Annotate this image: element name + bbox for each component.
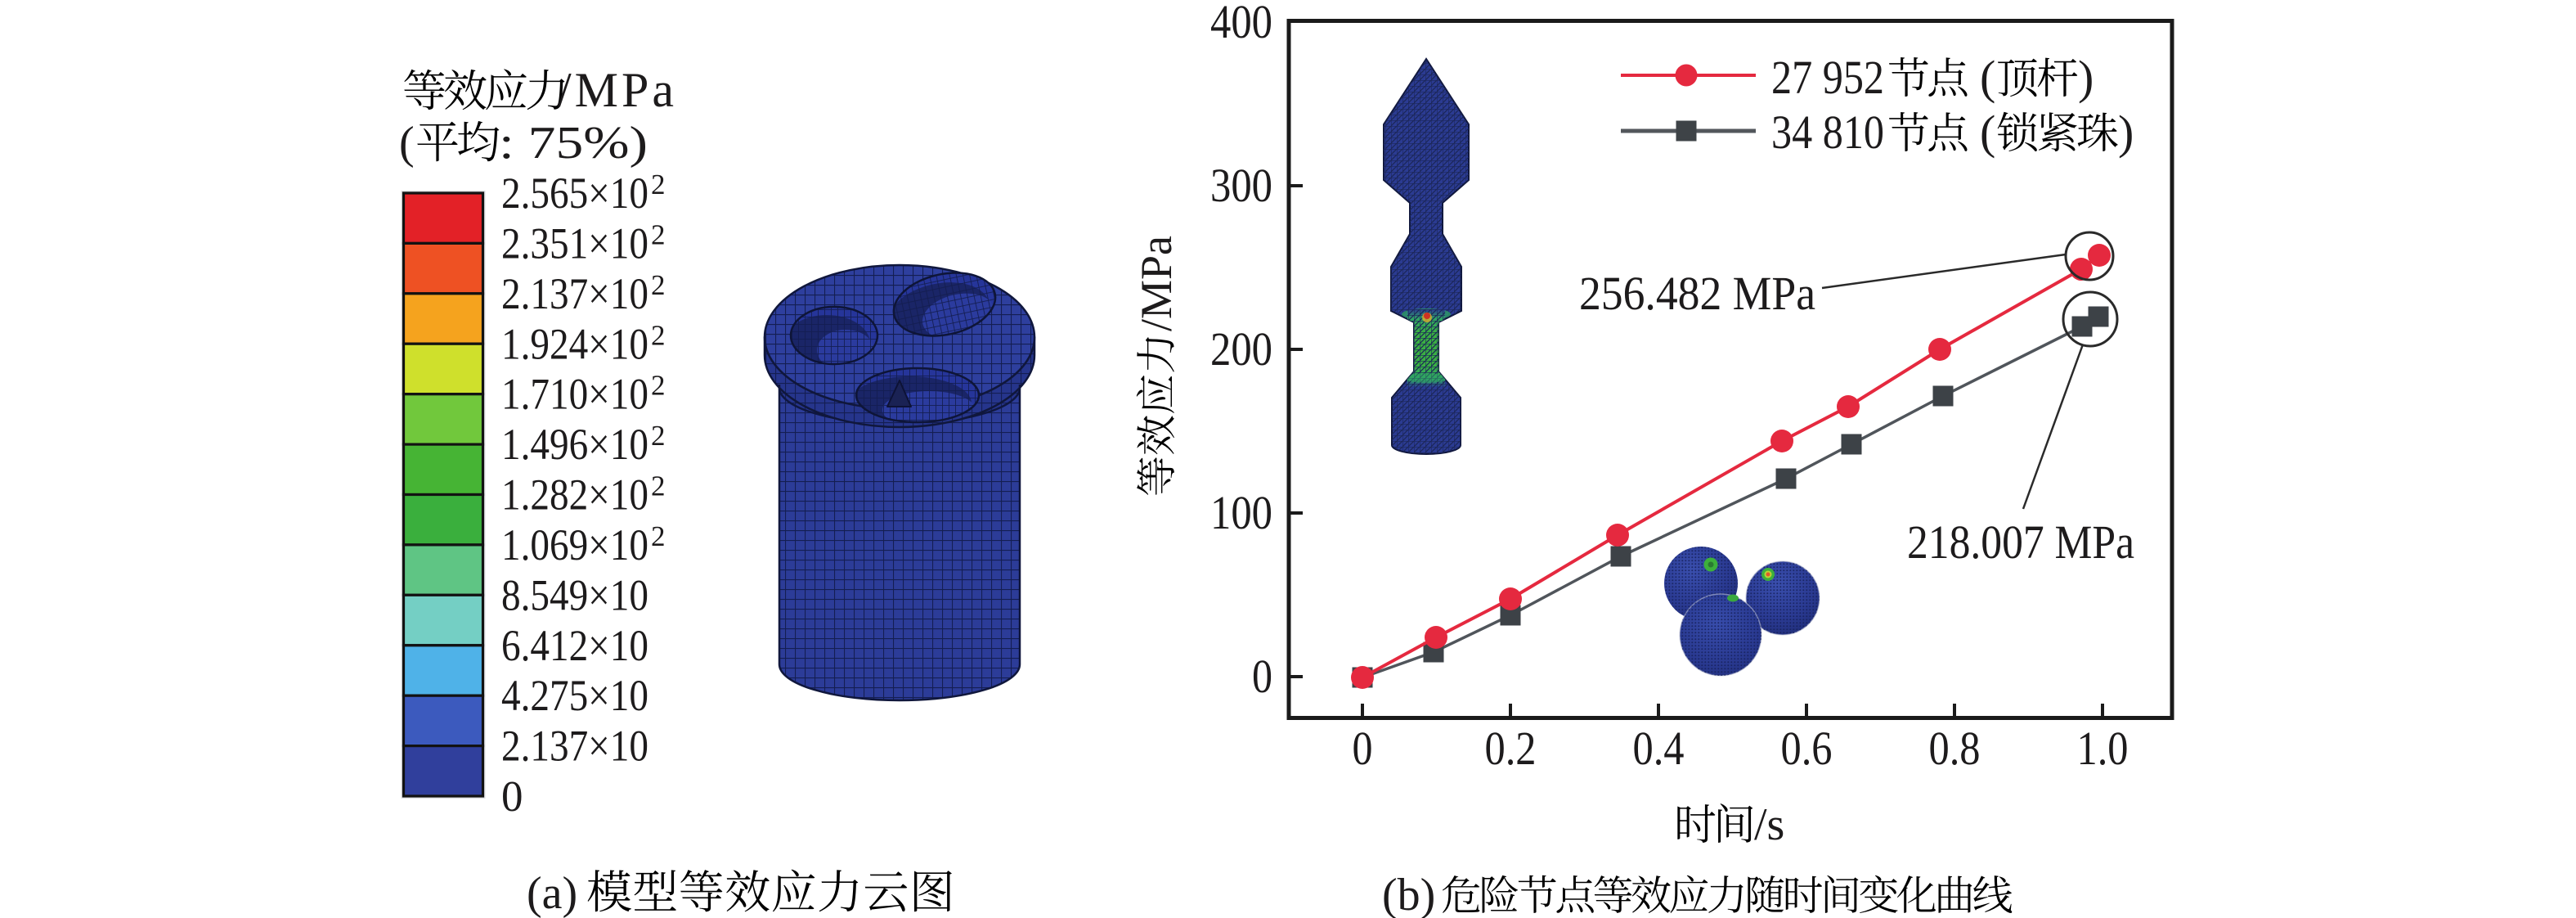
svg-text:2: 2 [651,520,666,552]
svg-text:2: 2 [651,370,666,402]
svg-text:(a): (a) [527,868,577,918]
svg-text:2: 2 [651,420,666,452]
svg-text:): ) [2078,51,2094,104]
svg-text:2.565×10: 2.565×10 [501,169,648,218]
svg-text:218.007 MPa: 218.007 MPa [1907,515,2134,569]
svg-text:400: 400 [1210,0,1272,48]
svg-text:2.137×10: 2.137×10 [501,269,648,318]
svg-text:0: 0 [501,773,523,821]
svg-text:0: 0 [1353,722,1373,775]
svg-text:2: 2 [651,269,666,301]
svg-text:1.282×10: 1.282×10 [501,470,648,520]
svg-text:100: 100 [1210,486,1272,539]
svg-text:(: ( [1980,51,1995,104]
svg-text:1.0: 1.0 [2077,722,2129,775]
svg-text:2: 2 [651,319,666,351]
svg-text:/MPa: /MPa [1132,236,1181,331]
svg-text:: 75%): : 75%) [499,118,648,169]
svg-text:300: 300 [1210,159,1272,212]
svg-text:34 810: 34 810 [1771,106,1884,159]
svg-text:(: ( [399,118,415,169]
svg-text:1.496×10: 1.496×10 [501,420,648,469]
svg-text:2.137×10: 2.137×10 [501,722,648,771]
svg-text:2.351×10: 2.351×10 [501,218,648,268]
svg-text:200: 200 [1210,322,1272,376]
svg-text:(b): (b) [1382,870,1435,918]
svg-text:0.8: 0.8 [1929,722,1981,775]
svg-text:1.924×10: 1.924×10 [501,319,648,368]
svg-text:(: ( [1980,106,1995,159]
svg-text:256.482 MPa: 256.482 MPa [1579,267,1815,320]
svg-text:1.069×10: 1.069×10 [501,520,648,569]
svg-text:0.2: 0.2 [1485,722,1537,775]
svg-text:6.412×10: 6.412×10 [501,621,648,670]
svg-text:0.4: 0.4 [1633,722,1685,775]
svg-text:0.6: 0.6 [1781,722,1833,775]
svg-text:/MPa: /MPa [558,63,677,117]
svg-text:/s: /s [1754,799,1784,850]
svg-text:2: 2 [651,218,666,250]
svg-text:): ) [2118,106,2134,159]
svg-text:8.549×10: 8.549×10 [501,570,648,619]
svg-text:27 952: 27 952 [1771,51,1884,104]
svg-text:2: 2 [651,470,666,502]
svg-text:1.710×10: 1.710×10 [501,370,648,419]
svg-text:4.275×10: 4.275×10 [501,671,648,720]
svg-text:0: 0 [1252,650,1272,703]
svg-text:2: 2 [651,169,666,200]
